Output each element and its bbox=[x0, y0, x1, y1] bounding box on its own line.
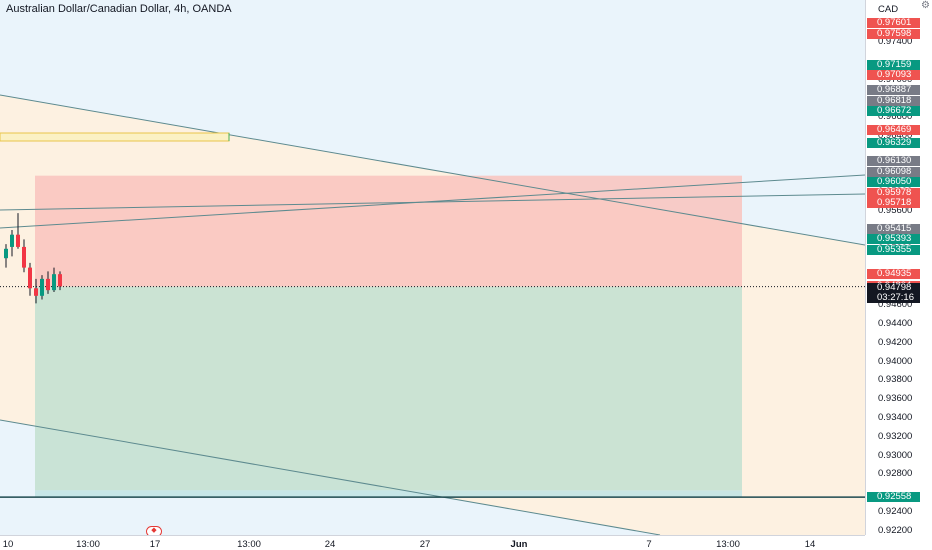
price-tick: 0.93800 bbox=[878, 374, 913, 386]
stop-loss-zone[interactable] bbox=[35, 175, 742, 287]
trend-line-2[interactable] bbox=[0, 193, 865, 211]
time-label: 17 bbox=[149, 539, 161, 550]
price-tick: 0.94000 bbox=[878, 355, 913, 367]
price-badge: 0.96469 bbox=[867, 124, 920, 135]
price-badge: 0.96130 bbox=[867, 156, 920, 167]
price-badge: 0.96818 bbox=[867, 95, 920, 106]
price-badge: 0.96329 bbox=[867, 137, 920, 148]
time-label: 7 bbox=[646, 539, 652, 550]
price-badge: 0.96887 bbox=[867, 85, 920, 96]
candle-body bbox=[10, 234, 14, 247]
candle-body bbox=[58, 274, 62, 287]
symbol-title[interactable]: Australian Dollar/Canadian Dollar, 4h, O… bbox=[6, 3, 232, 15]
time-label: 10 bbox=[2, 539, 14, 550]
price-badge: 0.97093 bbox=[867, 70, 920, 81]
price-tick: 0.95600 bbox=[878, 205, 913, 217]
chart-canvas[interactable] bbox=[0, 0, 865, 535]
price-badge: 0.95393 bbox=[867, 234, 920, 245]
take-profit-zone[interactable] bbox=[35, 286, 742, 491]
price-tick: 0.93200 bbox=[878, 430, 913, 442]
countdown-badge: 03:27:16 bbox=[867, 292, 920, 303]
price-tick: 0.92200 bbox=[878, 524, 913, 536]
price-badge: 0.96050 bbox=[867, 177, 920, 188]
candle-body bbox=[28, 267, 32, 289]
price-badge: 0.95355 bbox=[867, 244, 920, 255]
time-label: 13:00 bbox=[716, 539, 740, 550]
price-tick: 0.92400 bbox=[878, 506, 913, 517]
price-tick: 0.93400 bbox=[878, 412, 913, 423]
price-tick: 0.94400 bbox=[878, 318, 913, 329]
price-badge: 0.97601 bbox=[867, 18, 920, 29]
gear-icon[interactable]: ⚙ bbox=[921, 0, 930, 11]
time-label: 24 bbox=[324, 539, 336, 550]
price-tick: 0.93000 bbox=[878, 449, 913, 461]
canada-flag-icon[interactable]: ◆ bbox=[146, 526, 162, 535]
price-tick: 0.94600 bbox=[878, 299, 913, 311]
price-tick: 0.96400 bbox=[878, 130, 913, 141]
channel-upper-line[interactable] bbox=[0, 94, 865, 246]
price-badge: 0.95718 bbox=[867, 198, 920, 209]
price-badge: 0.97159 bbox=[867, 59, 920, 70]
price-tick: 0.92800 bbox=[878, 468, 913, 480]
candle-body bbox=[46, 278, 50, 291]
channel-lower-line[interactable] bbox=[0, 419, 661, 535]
price-badge: 0.94935 bbox=[867, 268, 920, 279]
candle-body bbox=[22, 246, 26, 268]
candle-body bbox=[52, 274, 56, 291]
price-badge: 0.95415 bbox=[867, 223, 920, 234]
price-tick: 0.96600 bbox=[878, 111, 913, 123]
price-scale[interactable]: CAD ⚙ 0.974000.970000.966000.964000.9580… bbox=[865, 0, 932, 535]
candle-body bbox=[34, 288, 38, 296]
candlestick-series bbox=[4, 213, 62, 304]
time-label: 13:00 bbox=[76, 539, 100, 550]
take-profit-lower-zone bbox=[35, 490, 742, 498]
candle-body bbox=[4, 248, 8, 259]
highlight-box[interactable] bbox=[0, 132, 230, 142]
last-price-badge: 0.94798 bbox=[867, 282, 920, 293]
time-axis[interactable]: 10 13:00 17 13:00 24 27 Jun 7 13:00 14 bbox=[0, 535, 865, 550]
time-label: 13:00 bbox=[237, 539, 261, 550]
price-badge: 0.95978 bbox=[867, 187, 920, 198]
price-badge: 0.97598 bbox=[867, 28, 920, 39]
price-tick: 0.97400 bbox=[878, 36, 913, 47]
time-label: Jun bbox=[510, 539, 528, 550]
candle-body bbox=[40, 278, 44, 296]
price-tick: 0.94200 bbox=[878, 336, 913, 348]
price-badge: 0.92558 bbox=[867, 492, 920, 503]
chart-area[interactable]: Australian Dollar/Canadian Dollar, 4h, O… bbox=[0, 0, 865, 535]
price-badge: 0.96098 bbox=[867, 166, 920, 177]
price-tick: 0.93600 bbox=[878, 393, 913, 405]
time-label: 27 bbox=[419, 539, 431, 550]
time-label: 14 bbox=[804, 539, 816, 550]
candle-body bbox=[16, 234, 20, 247]
currency-label[interactable]: CAD bbox=[878, 4, 899, 15]
price-badge: 0.96672 bbox=[867, 106, 920, 117]
